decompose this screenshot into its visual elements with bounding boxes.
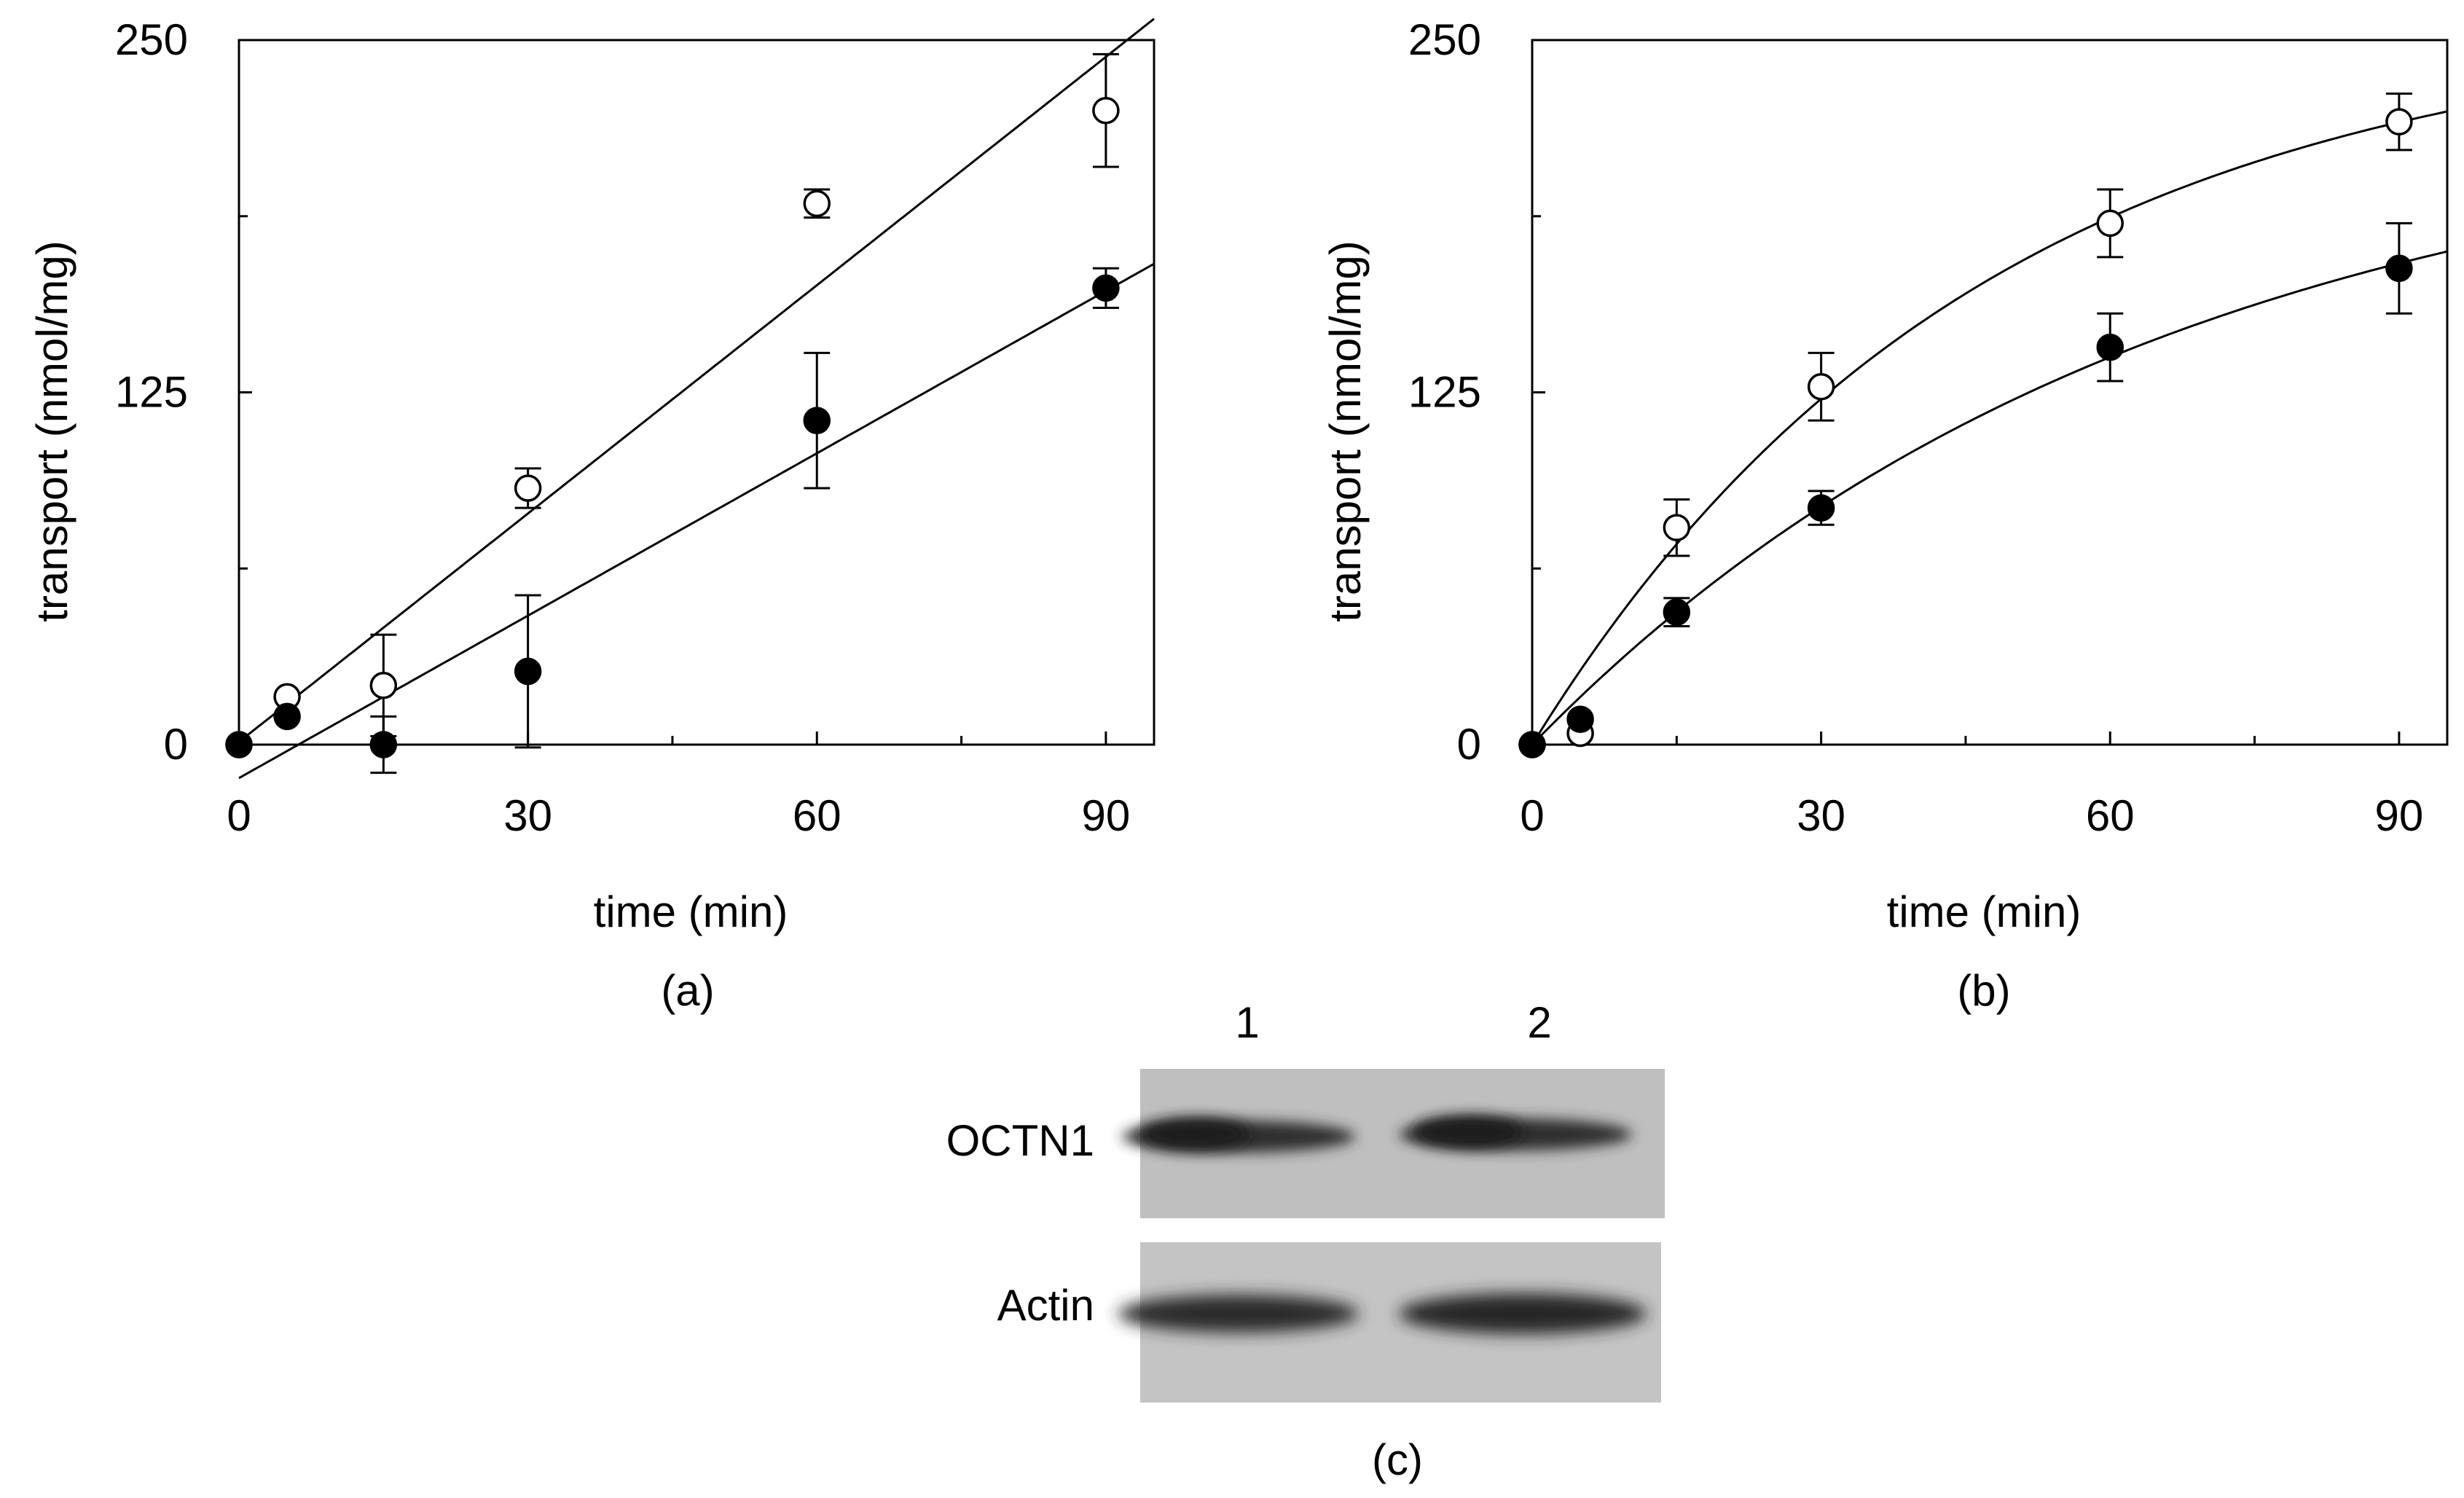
panel-b-xtick-label-90: 90 (2375, 791, 2424, 840)
panel-c-label: (c) (1372, 1435, 1423, 1484)
panel-a-chart: transport (nmol/mg) time (min) (a) 0 30 60… (28, 15, 1156, 1015)
octn1-band-lane-1-core (1140, 1118, 1249, 1150)
panel-a-label: (a) (661, 966, 714, 1015)
panel-b-series-filled-point-4 (2096, 333, 2124, 361)
blot-lane-label-2: 2 (1527, 998, 1551, 1047)
blot-bands-actin (1118, 1293, 1647, 1334)
panel-a-ytick-label-0: 0 (164, 720, 188, 769)
panel-a-xtick-label-0: 0 (227, 791, 251, 840)
panel-a-series-filled-point-1 (273, 702, 301, 731)
panel-a-xtick-label-60: 60 (793, 791, 841, 840)
panel-a-series-filled-point-0 (225, 731, 253, 758)
panel-b-series-filled-fit-line (1531, 250, 2448, 746)
panel-a-series-open-point-5 (1092, 96, 1120, 125)
panel-b-series-filled-point-3 (1807, 494, 1835, 522)
panel-b-xtick-label-30: 30 (1797, 791, 1845, 840)
panel-a-ylabel: transport (nmol/mg) (28, 240, 76, 621)
panel-b-series-filled-point-5 (2385, 254, 2413, 283)
blot-lane-label-1: 1 (1235, 998, 1259, 1047)
panel-a-xtick-label-90: 90 (1082, 791, 1131, 840)
blot-bands-octn1 (1122, 1115, 1632, 1153)
panel-a-ytick-label-125: 125 (115, 368, 188, 417)
panel-a-series-filled-fit-line (238, 262, 1155, 780)
panel-a-series-open-fit-line (238, 17, 1155, 743)
panel-c-blot: 1 2 OCTN1 Actin (c) (946, 998, 1665, 1484)
panel-b-series-filled-point-1 (1566, 705, 1594, 733)
panel-b-ytick-label-125: 125 (1408, 368, 1481, 417)
panel-b-xtick-label-60: 60 (2086, 791, 2135, 840)
panel-a-series-filled-point-3 (514, 657, 542, 686)
panel-a-series-open-point-4 (803, 189, 831, 218)
panel-b-series-open-fit-line (1531, 110, 2448, 745)
panel-b-ytick-label-0: 0 (1457, 720, 1481, 769)
panel-b-ytick-label-250: 250 (1408, 15, 1481, 64)
panel-b-series-filled-point-0 (1518, 731, 1546, 758)
panel-a-series-open-point-3 (514, 474, 542, 502)
blot-row-label-octn1: OCTN1 (946, 1116, 1094, 1165)
panel-b-series-open-point-3 (1807, 373, 1835, 401)
panel-b-series-filled-point-2 (1663, 598, 1691, 626)
panel-b-chart: transport (nmol/mg) time (min) (b) 0 30 60… (1321, 15, 2449, 1015)
panel-b-ylabel: transport (nmol/mg) (1321, 240, 1370, 621)
panel-b-xlabel: time (min) (1887, 887, 2082, 936)
panel-a-series-filled-point-4 (803, 407, 831, 434)
actin-band-lane-2 (1399, 1293, 1647, 1334)
panel-a-series-filled-point-2 (369, 731, 398, 758)
panel-a-xtick-label-30: 30 (503, 791, 552, 840)
panel-b-label: (b) (1957, 966, 2010, 1015)
panel-a-series-open-point-2 (369, 672, 398, 699)
actin-band-lane-1 (1118, 1295, 1359, 1333)
panel-a-series-filled-point-5 (1092, 274, 1120, 302)
panel-b-series-open-point-4 (2096, 209, 2124, 238)
panel-a-xlabel: time (min) (594, 887, 788, 936)
panel-a-plot-frame (238, 39, 1156, 746)
panel-b-series-open-point-2 (1663, 514, 1691, 541)
panel-b-series-open-point-5 (2385, 108, 2413, 136)
blot-row-label-actin: Actin (997, 1281, 1094, 1330)
octn1-band-lane-2-core (1413, 1115, 1523, 1148)
panel-b-xtick-label-0: 0 (1520, 791, 1544, 840)
panel-a-ytick-label-250: 250 (115, 15, 188, 64)
